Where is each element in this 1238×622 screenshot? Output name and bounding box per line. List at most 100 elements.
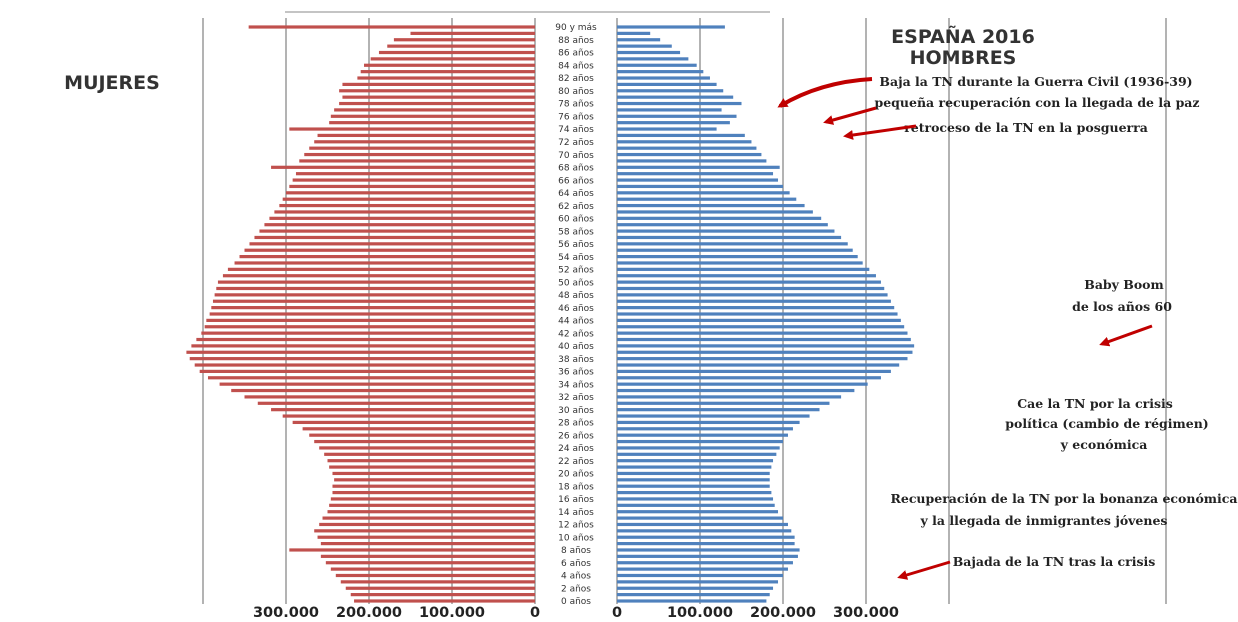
age-label-60: 60 años xyxy=(558,215,594,225)
bar-women-17 xyxy=(332,490,535,495)
bar-women-30 xyxy=(271,408,535,412)
bar-women-41 xyxy=(196,337,536,342)
bar-men-36 xyxy=(617,369,891,373)
bar-men-13 xyxy=(617,516,783,520)
bar-women-57 xyxy=(254,235,535,240)
age-label-66: 66 años xyxy=(558,176,594,186)
bar-men-61 xyxy=(617,210,813,214)
bar-men-73 xyxy=(617,133,745,138)
bar-women-43 xyxy=(204,325,535,329)
bar-women-33 xyxy=(231,388,535,393)
bar-men-67 xyxy=(617,172,774,176)
bar-women-4 xyxy=(335,573,535,578)
bar-women-85 xyxy=(370,57,535,61)
age-label-10: 10 años xyxy=(558,533,594,543)
bar-women-18 xyxy=(332,484,535,488)
bar-women-66 xyxy=(292,178,535,182)
age-label-54: 54 años xyxy=(558,253,594,263)
bar-men-52 xyxy=(617,267,870,271)
age-label-32: 32 años xyxy=(558,393,594,403)
age-label-48: 48 años xyxy=(558,291,594,301)
bar-men-27 xyxy=(617,427,793,431)
bar-men-62 xyxy=(617,203,805,208)
bar-women-13 xyxy=(322,516,535,520)
bar-women-76 xyxy=(330,114,535,118)
bar-men-49 xyxy=(617,286,885,291)
age-label-38: 38 años xyxy=(558,355,594,365)
bar-men-42 xyxy=(617,331,908,335)
bar-men-68 xyxy=(617,165,780,169)
bar-men-76 xyxy=(617,114,737,118)
bar-women-22 xyxy=(327,459,535,463)
bar-women-84 xyxy=(364,63,535,67)
bar-women-53 xyxy=(234,261,536,265)
annotation-baby-boom-2: de los años 60 xyxy=(1072,299,1172,314)
bar-men-78 xyxy=(617,101,742,106)
bar-women-37 xyxy=(194,363,535,367)
bar-women-21 xyxy=(329,465,535,469)
bar-women-0 xyxy=(354,599,535,603)
age-label-50: 50 años xyxy=(558,278,594,288)
bar-men-41 xyxy=(617,337,911,342)
age-axis-labels: 0 años 2 años 4 años 6 años 8 años 10 años 12 … xyxy=(555,23,597,607)
bar-women-10 xyxy=(317,535,535,539)
bar-men-9 xyxy=(617,542,795,546)
age-label-68: 68 años xyxy=(558,164,594,174)
bar-men-88 xyxy=(617,38,661,42)
bar-women-28 xyxy=(292,420,535,425)
annotation-crisis-1: Cae la TN por la crisis xyxy=(1017,396,1173,411)
bar-men-16 xyxy=(617,497,774,501)
bar-women-77 xyxy=(334,108,535,112)
bar-women-45 xyxy=(209,312,535,316)
bar-men-31 xyxy=(617,401,830,405)
bar-women-82 xyxy=(357,76,535,80)
bar-women-16 xyxy=(330,497,535,501)
bar-women-75 xyxy=(329,121,535,125)
men-bars xyxy=(617,25,915,603)
bar-men-32 xyxy=(617,395,842,399)
bar-women-50 xyxy=(217,280,535,284)
bar-women-14 xyxy=(327,510,535,514)
age-label-28: 28 años xyxy=(558,419,594,429)
annotation-decline: Bajada de la TN tras la crisis xyxy=(953,554,1156,569)
bar-men-24 xyxy=(617,446,780,450)
bar-women-34 xyxy=(219,382,535,386)
age-label-34: 34 años xyxy=(558,380,594,390)
bar-men-60 xyxy=(617,216,822,220)
bar-women-19 xyxy=(334,478,535,482)
bar-women-11 xyxy=(314,529,535,533)
bar-women-79 xyxy=(342,95,535,99)
bar-women-87 xyxy=(387,44,535,48)
bar-men-79 xyxy=(617,95,734,99)
bar-men-65 xyxy=(617,184,783,189)
age-label-86: 86 años xyxy=(558,49,594,59)
age-label-44: 44 años xyxy=(558,317,594,327)
age-label-0: 0 años xyxy=(561,597,591,607)
bar-men-37 xyxy=(617,363,900,367)
bar-men-26 xyxy=(617,433,788,437)
bar-men-11 xyxy=(617,529,792,533)
age-label-4: 4 años xyxy=(561,572,591,582)
bar-women-58 xyxy=(259,229,535,233)
age-label-74: 74 años xyxy=(558,125,594,135)
women-label: MUJERES xyxy=(64,72,160,94)
bar-women-47 xyxy=(212,299,535,303)
age-label-26: 26 años xyxy=(558,431,594,441)
bar-men-47 xyxy=(617,299,891,303)
bar-men-66 xyxy=(617,178,779,182)
bar-women-51 xyxy=(222,274,536,278)
annotation-recovery-2: y la llegada de inmigrantes jóvenes xyxy=(920,513,1168,528)
tick-right-0: 0 xyxy=(612,605,622,621)
annotation-baby-boom-1: Baby Boom xyxy=(1084,277,1164,292)
tick-left-3: 0 xyxy=(530,605,540,621)
bar-women-31 xyxy=(257,401,535,405)
bar-men-4 xyxy=(617,573,783,578)
bar-women-61 xyxy=(274,210,535,214)
age-label-40: 40 años xyxy=(558,342,594,352)
bar-men-22 xyxy=(617,459,774,463)
arrow-peace xyxy=(823,106,877,125)
age-label-14: 14 años xyxy=(558,508,594,518)
bar-men-1 xyxy=(617,593,770,597)
age-label-82: 82 años xyxy=(558,74,594,84)
